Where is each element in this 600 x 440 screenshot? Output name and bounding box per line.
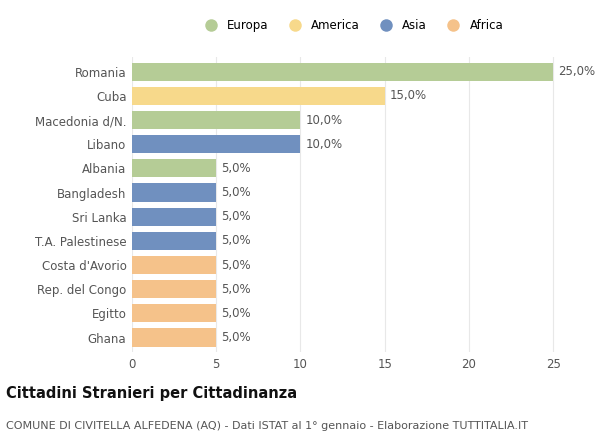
Text: 15,0%: 15,0% (390, 89, 427, 103)
Legend: Europa, America, Asia, Africa: Europa, America, Asia, Africa (199, 19, 503, 32)
Bar (132, 208, 216, 226)
Bar (132, 256, 216, 274)
Bar (132, 232, 216, 250)
Bar (132, 159, 216, 177)
Bar (132, 280, 216, 298)
Text: 5,0%: 5,0% (221, 307, 251, 320)
Text: 5,0%: 5,0% (221, 282, 251, 296)
Bar (132, 111, 301, 129)
Bar (132, 328, 216, 347)
Text: 10,0%: 10,0% (305, 114, 343, 127)
Bar (132, 87, 385, 105)
Text: 5,0%: 5,0% (221, 162, 251, 175)
Bar (132, 304, 216, 323)
Text: 10,0%: 10,0% (305, 138, 343, 150)
Text: 25,0%: 25,0% (558, 65, 595, 78)
Bar (132, 62, 553, 81)
Text: 5,0%: 5,0% (221, 210, 251, 223)
Text: Cittadini Stranieri per Cittadinanza: Cittadini Stranieri per Cittadinanza (6, 386, 297, 401)
Bar (132, 135, 301, 153)
Text: 5,0%: 5,0% (221, 259, 251, 271)
Text: COMUNE DI CIVITELLA ALFEDENA (AQ) - Dati ISTAT al 1° gennaio - Elaborazione TUTT: COMUNE DI CIVITELLA ALFEDENA (AQ) - Dati… (6, 421, 528, 431)
Text: 5,0%: 5,0% (221, 235, 251, 247)
Text: 5,0%: 5,0% (221, 331, 251, 344)
Text: 5,0%: 5,0% (221, 186, 251, 199)
Bar (132, 183, 216, 202)
